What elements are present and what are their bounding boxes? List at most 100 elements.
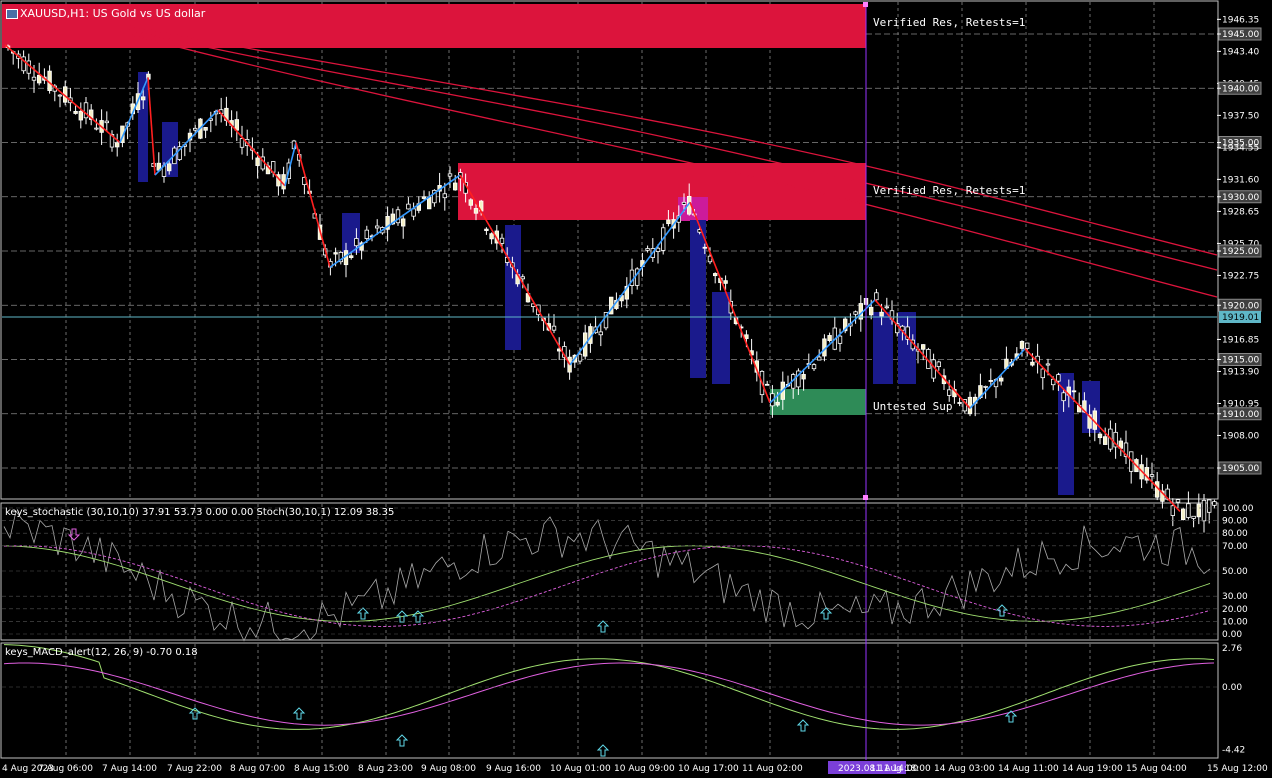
macd-main-line — [3, 644, 1215, 730]
candle-body — [681, 201, 687, 205]
price-label: 1913.90 — [1222, 367, 1259, 377]
time-label: 7 Aug 22:00 — [167, 764, 222, 774]
macd-axis: 2.76 0.00 -4.42 — [2, 644, 1245, 755]
candle-body — [411, 208, 416, 217]
candle-body — [988, 380, 993, 382]
zigzag-up-leg — [769, 299, 876, 404]
candle-body — [817, 356, 822, 361]
candle-body — [1149, 474, 1155, 477]
candle-body — [395, 209, 401, 224]
candle-body — [1175, 499, 1181, 503]
candle-body — [1087, 414, 1092, 429]
price-label: 1910.00 — [1222, 410, 1259, 420]
candle-body — [1025, 342, 1030, 349]
time-label: 8 Aug 23:00 — [358, 764, 413, 774]
candle-body — [598, 331, 603, 336]
candle-body — [338, 251, 343, 263]
candle-body — [577, 353, 583, 362]
zone-label-3: Untested Sup — [873, 400, 952, 413]
zigzag-lines — [4, 44, 1181, 512]
price-label: 1928.65 — [1222, 207, 1259, 217]
zigzag-up-leg — [569, 201, 691, 366]
time-label: 14 Aug 03:00 — [934, 764, 995, 774]
time-label: 4 Aug 2023 — [2, 764, 54, 774]
price-label: 1937.50 — [1222, 111, 1259, 121]
candle-body — [666, 219, 671, 225]
time-label: 9 Aug 08:00 — [421, 764, 476, 774]
candlesticks — [5, 44, 1217, 533]
candle-body — [57, 94, 63, 97]
chart-type-icon[interactable] — [6, 9, 18, 19]
stoch-level-label: 20.00 — [1222, 605, 1248, 615]
candle-body — [1040, 368, 1045, 379]
zigzag-up-leg — [154, 109, 219, 176]
candle-body — [1097, 433, 1103, 439]
ma-line-3 — [119, 31, 1218, 298]
candle-body — [713, 273, 718, 277]
ma-line-2 — [119, 27, 1218, 271]
macd-level-label: 0.00 — [1222, 683, 1242, 693]
price-label: 1935.00 — [1222, 139, 1259, 149]
volume-block — [873, 312, 893, 384]
candle-body — [655, 247, 661, 252]
candle-body — [921, 344, 926, 350]
crosshair-handle-top[interactable] — [863, 2, 868, 7]
candle-body — [1191, 515, 1196, 519]
price-label: 1925.00 — [1222, 247, 1259, 257]
candle-body — [109, 134, 115, 148]
candle-body — [947, 389, 952, 396]
candle-body — [983, 385, 988, 388]
support-zone — [770, 389, 866, 415]
price-label: 1931.60 — [1222, 175, 1259, 185]
macd-buy-arrow-icon — [796, 719, 810, 732]
macd-lines — [3, 644, 1215, 757]
candle-body — [624, 285, 629, 300]
volume-block — [712, 292, 730, 384]
stoch-title: keys_stochastic (30,10,10) 37.91 53.73 0… — [5, 507, 395, 518]
zigzag-up-leg — [284, 142, 297, 187]
candle-body — [1056, 374, 1061, 382]
macd-buy-arrow-icon — [188, 707, 202, 720]
stoch-sell-arrow-icon — [67, 528, 81, 541]
candle-body — [239, 138, 245, 148]
symbol-title: XAUUSD,H1: US Gold vs US dollar — [20, 7, 206, 20]
price-label: 1930.00 — [1222, 193, 1259, 203]
stoch-level-label: 80.00 — [1222, 529, 1248, 539]
candle-body — [853, 311, 858, 315]
time-label: 9 Aug 16:00 — [486, 764, 541, 774]
candle-body — [603, 312, 609, 329]
candle-body — [140, 96, 146, 101]
candle-body — [1186, 503, 1191, 518]
candle-body — [83, 102, 89, 119]
zigzag-down-leg — [295, 142, 331, 268]
current-price-text: 1919.01 — [1222, 313, 1259, 323]
time-label: 10 Aug 01:00 — [550, 764, 611, 774]
candle-body — [484, 228, 489, 232]
candle-body — [1160, 490, 1165, 502]
macd-buy-arrow-icon — [395, 734, 409, 747]
candle-body — [166, 163, 172, 172]
macd-buy-arrow-icon — [596, 744, 610, 757]
price-label: 1943.40 — [1222, 47, 1259, 57]
candle-body — [104, 120, 109, 124]
candle-body — [73, 110, 78, 114]
crosshair-handle-bottom[interactable] — [863, 495, 868, 500]
time-label: 10 Aug 17:00 — [678, 764, 739, 774]
candle-body — [21, 56, 26, 72]
zigzag-down-leg — [217, 109, 286, 187]
stoch-level-label: 0.00 — [1222, 630, 1242, 640]
candle-body — [421, 196, 427, 199]
candle-body — [400, 218, 406, 227]
candle-body — [426, 196, 432, 210]
candle-body — [551, 325, 557, 331]
macd-title: keys_MACD_alert(12, 26, 9) -0.70 0.18 — [5, 647, 198, 658]
price-label: 1925.70 — [1222, 239, 1259, 249]
candle-body — [1201, 499, 1207, 522]
candle-body — [1071, 390, 1077, 393]
stoch-buy-arrow-icon — [596, 620, 610, 633]
candle-body — [390, 213, 395, 225]
candle-body — [177, 146, 182, 160]
price-label: 1905.00 — [1222, 464, 1259, 474]
